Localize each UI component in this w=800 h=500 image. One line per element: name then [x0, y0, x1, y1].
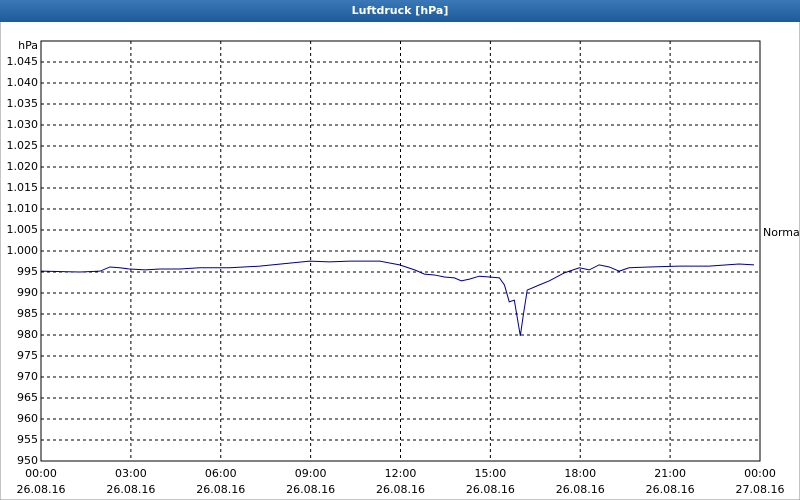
y-tick-label: 1.005	[7, 223, 39, 236]
annotation: Normal	[763, 226, 800, 239]
line-series	[40, 260, 755, 336]
x-tick-label: 09:00	[295, 467, 327, 480]
y-tick-label: 995	[17, 265, 38, 278]
chart-title: Luftdruck [hPa]	[352, 4, 449, 17]
y-tick-label: 1.000	[7, 244, 39, 257]
x-tick-label: 00:00	[744, 467, 776, 480]
y-tick-label: 980	[17, 328, 38, 341]
x-tick-label: 03:00	[115, 467, 147, 480]
y-tick-label: 990	[17, 286, 38, 299]
x-tick-date: 26.08.16	[286, 483, 335, 496]
y-tick-label: 975	[17, 349, 38, 362]
y-tick-label: 1.040	[7, 76, 39, 89]
title-bar	[0, 0, 800, 22]
x-tick-date: 26.08.16	[17, 483, 66, 496]
y-tick-label: 965	[17, 391, 38, 404]
y-tick-label: 1.025	[7, 139, 39, 152]
x-tick-date: 27.08.16	[736, 483, 785, 496]
x-tick-date: 26.08.16	[646, 483, 695, 496]
x-tick-label: 00:00	[25, 467, 57, 480]
x-tick-date: 26.08.16	[556, 483, 605, 496]
x-tick-label: 21:00	[654, 467, 686, 480]
y-axis-label: hPa	[18, 39, 38, 52]
y-tick-label: 1.045	[7, 55, 39, 68]
y-tick-label: 985	[17, 307, 38, 320]
y-tick-label: 955	[17, 433, 38, 446]
x-tick-label: 15:00	[475, 467, 507, 480]
y-tick-label: 1.035	[7, 97, 39, 110]
y-tick-label: 1.020	[7, 160, 39, 173]
y-tick-label: 1.015	[7, 181, 39, 194]
x-tick-date: 26.08.16	[466, 483, 515, 496]
y-tick-label: 970	[17, 370, 38, 383]
x-tick-label: 12:00	[385, 467, 417, 480]
y-tick-label: 960	[17, 412, 38, 425]
x-tick-label: 18:00	[564, 467, 596, 480]
x-tick-date: 26.08.16	[106, 483, 155, 496]
y-tick-label: 1.030	[7, 118, 39, 131]
x-tick-date: 26.08.16	[376, 483, 425, 496]
y-tick-label: 950	[17, 454, 38, 467]
y-tick-label: 1.010	[7, 202, 39, 215]
x-tick-date: 26.08.16	[196, 483, 245, 496]
x-tick-label: 06:00	[205, 467, 237, 480]
